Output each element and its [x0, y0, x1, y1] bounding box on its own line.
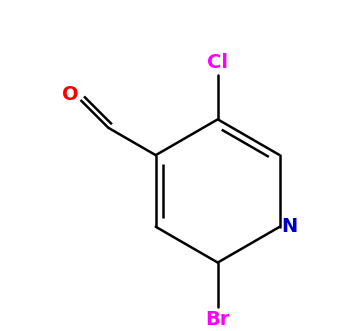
Text: Br: Br — [206, 310, 230, 329]
Text: N: N — [282, 217, 298, 236]
Text: Cl: Cl — [207, 53, 228, 72]
Text: O: O — [62, 85, 79, 105]
